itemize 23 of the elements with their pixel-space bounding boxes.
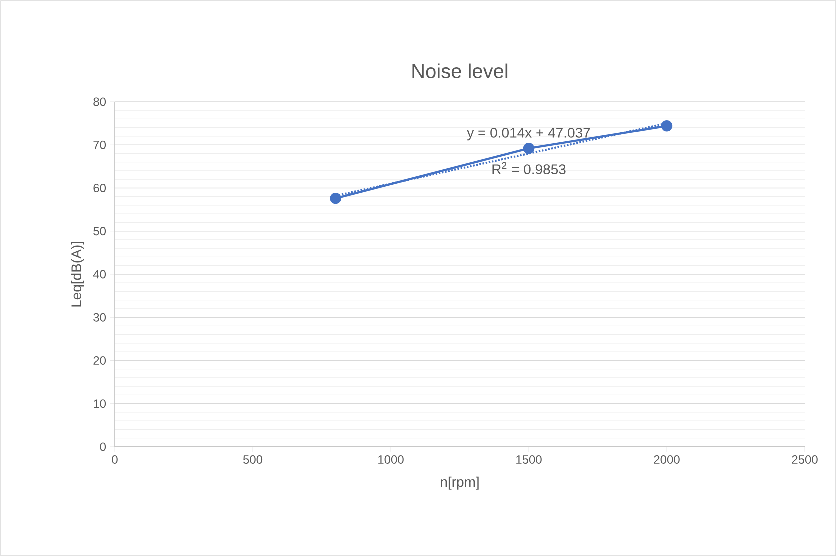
point [661, 120, 673, 132]
x-tick-label: 2500 [792, 456, 818, 464]
y-tick-label: 60 [94, 184, 106, 192]
x-tick-label: 1500 [516, 456, 542, 464]
y-tick-label: 10 [94, 400, 106, 408]
x-tick-label: 0 [112, 456, 118, 464]
y-tick-label: 40 [93, 270, 106, 279]
x-tick-label: 500 [243, 456, 263, 464]
y-tick-label: 50 [94, 227, 106, 236]
annotation: R$^{2}$ = 0.9853 [492, 162, 566, 174]
x-axis-title: n[rpm] [441, 476, 479, 490]
y-axis-title: Leq[dB(A)] [71, 242, 84, 307]
point [330, 192, 342, 204]
point [523, 142, 535, 154]
y-tick-label: 70 [94, 140, 106, 150]
chart-title: Noise level [412, 64, 508, 78]
y-tick-label: 80 [94, 98, 106, 106]
x-tick-label: 1000 [378, 456, 404, 464]
y-tick-label: 0 [100, 442, 106, 452]
x-tick-label: 2000 [654, 456, 680, 464]
y-tick-label: 20 [94, 356, 106, 365]
y-tick-label: 30 [94, 313, 106, 322]
annotation: y = 0.014x + 47.037 [467, 128, 590, 141]
